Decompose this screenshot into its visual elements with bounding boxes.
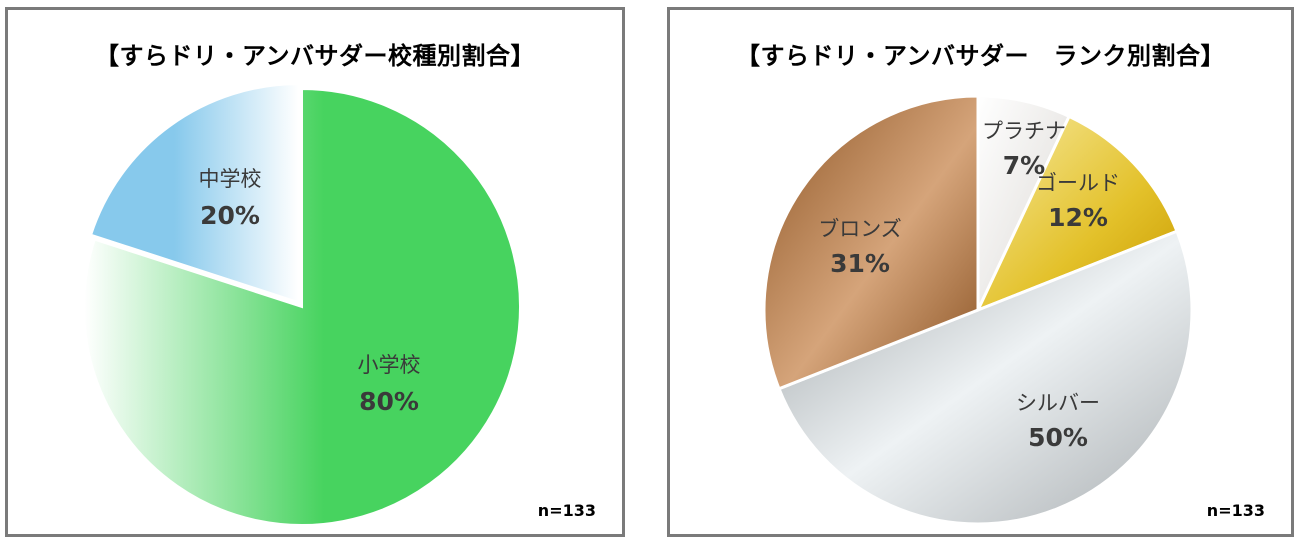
sample-size-note: n=133 [1206,501,1265,520]
slice-label: ゴールド [1036,171,1120,195]
slice-label: 中学校 [199,167,262,191]
slice-value-label: 80% [359,387,419,416]
rank-pie: プラチナ 7%ゴールド 12% シルバー 50% ブロンズ 31% [762,94,1194,526]
chart-title: 【すらドリ・アンバサダー校種別割合】 [94,42,536,70]
pie-slice [975,114,1179,313]
chart-title: 【すらドリ・アンバサダー ランク別割合】 [735,42,1226,70]
slice-value-label: 7% [1003,151,1045,180]
slice-label: 小学校 [358,353,421,377]
slice-label: ブロンズ [818,217,902,241]
slice-label: プラチナ [982,119,1066,143]
school-type-pie: 小学校 80% 中学校 20% [83,83,521,526]
slice-value-label: 20% [200,201,260,230]
slice-value-label: 12% [1048,203,1108,232]
pie-slice [777,229,1194,526]
pie-slice [83,87,521,526]
slice-label: シルバー [1016,391,1100,415]
pie-slice [89,83,300,304]
school-type-chart-panel: 【すらドリ・アンバサダー校種別割合】 小学校 80% 中学校 20% n=133 [5,7,625,537]
slice-value-label: 31% [830,249,890,278]
pie-slice [762,94,980,391]
rank-chart-panel: 【すらドリ・アンバサダー ランク別割合】 プラチナ 7% ゴール [667,7,1294,537]
sample-size-note: n=133 [537,501,596,520]
slice-value-label: 50% [1028,423,1088,452]
